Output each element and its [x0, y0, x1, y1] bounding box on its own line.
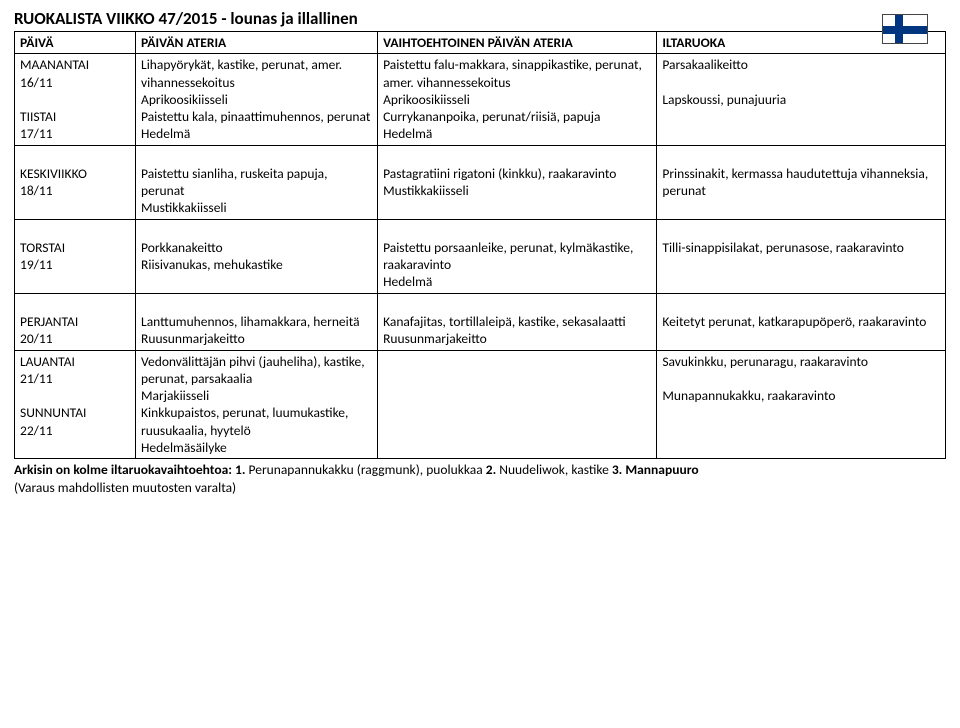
cell-day: MAANANTAI16/11TIISTAI17/11	[15, 54, 136, 145]
cell-day: TORSTAI19/11	[15, 219, 136, 293]
cell-day: KESKIVIIKKO18/11	[15, 145, 136, 219]
cell-main: Lanttumuhennos, lihamakkara, herneitäRuu…	[136, 293, 378, 350]
cell-alt: Paistettu porsaanleike, perunat, kylmäka…	[378, 219, 657, 293]
table-row: LAUANTAI21/11SUNNUNTAI22/11Vedonvälittäj…	[15, 350, 946, 459]
footer-bold2: 2.	[486, 461, 496, 478]
cell-day: LAUANTAI21/11SUNNUNTAI22/11	[15, 350, 136, 459]
cell-main: Paistettu sianliha, ruskeita papuja, per…	[136, 145, 378, 219]
page-title: RUOKALISTA VIIKKO 47/2015 - lounas ja il…	[14, 8, 946, 29]
table-row: TORSTAI19/11PorkkanakeittoRiisivanukas, …	[15, 219, 946, 293]
page-root: RUOKALISTA VIIKKO 47/2015 - lounas ja il…	[14, 8, 946, 498]
table-row: PERJANTAI20/11Lanttumuhennos, lihamakkar…	[15, 293, 946, 350]
cell-evening: Keitetyt perunat, katkarapupöperö, raaka…	[657, 293, 946, 350]
cell-alt: Pastagratiini rigatoni (kinkku), raakara…	[378, 145, 657, 219]
col-main: PÄIVÄN ATERIA	[136, 32, 378, 54]
footer-plain1: Perunapannukakku (raggmunk), puolukkaa	[245, 461, 485, 478]
cell-evening: Savukinkku, perunaragu, raakaravintoMuna…	[657, 350, 946, 459]
cell-evening: Tilli-sinappisilakat, perunasose, raakar…	[657, 219, 946, 293]
finland-flag-icon	[882, 14, 928, 44]
table-body: MAANANTAI16/11TIISTAI17/11Lihapyörykät, …	[15, 54, 946, 459]
col-day: PÄIVÄ	[15, 32, 136, 54]
cell-main: PorkkanakeittoRiisivanukas, mehukastike	[136, 219, 378, 293]
footer-bold1: Arkisin on kolme iltaruokavaihtoehtoa: 1…	[14, 461, 245, 478]
footer-plain2: Nuudeliwok, kastike	[496, 461, 612, 478]
menu-table: PÄIVÄ PÄIVÄN ATERIA VAIHTOEHTOINEN PÄIVÄ…	[14, 31, 946, 459]
table-row: KESKIVIIKKO18/11Paistettu sianliha, rusk…	[15, 145, 946, 219]
table-row: MAANANTAI16/11TIISTAI17/11Lihapyörykät, …	[15, 54, 946, 145]
cell-day: PERJANTAI20/11	[15, 293, 136, 350]
footer-bold3: 3. Mannapuuro	[612, 461, 699, 478]
cell-main: Vedonvälittäjän pihvi (jauheliha), kasti…	[136, 350, 378, 459]
cell-alt: Kanafajitas, tortillaleipä, kastike, sek…	[378, 293, 657, 350]
cell-evening: ParsakaalikeittoLapskoussi, punajuuria	[657, 54, 946, 145]
cell-evening: Prinssinakit, kermassa haudutettuja viha…	[657, 145, 946, 219]
table-header-row: PÄIVÄ PÄIVÄN ATERIA VAIHTOEHTOINEN PÄIVÄ…	[15, 32, 946, 54]
footer-line2: (Varaus mahdollisten muutosten varalta)	[14, 479, 946, 497]
cell-alt: Paistettu falu-makkara, sinappikastike, …	[378, 54, 657, 145]
cell-main: Lihapyörykät, kastike, perunat, amer. vi…	[136, 54, 378, 145]
cell-alt	[378, 350, 657, 459]
col-alt: VAIHTOEHTOINEN PÄIVÄN ATERIA	[378, 32, 657, 54]
footer: Arkisin on kolme iltaruokavaihtoehtoa: 1…	[14, 461, 946, 497]
footer-line1: Arkisin on kolme iltaruokavaihtoehtoa: 1…	[14, 461, 946, 479]
